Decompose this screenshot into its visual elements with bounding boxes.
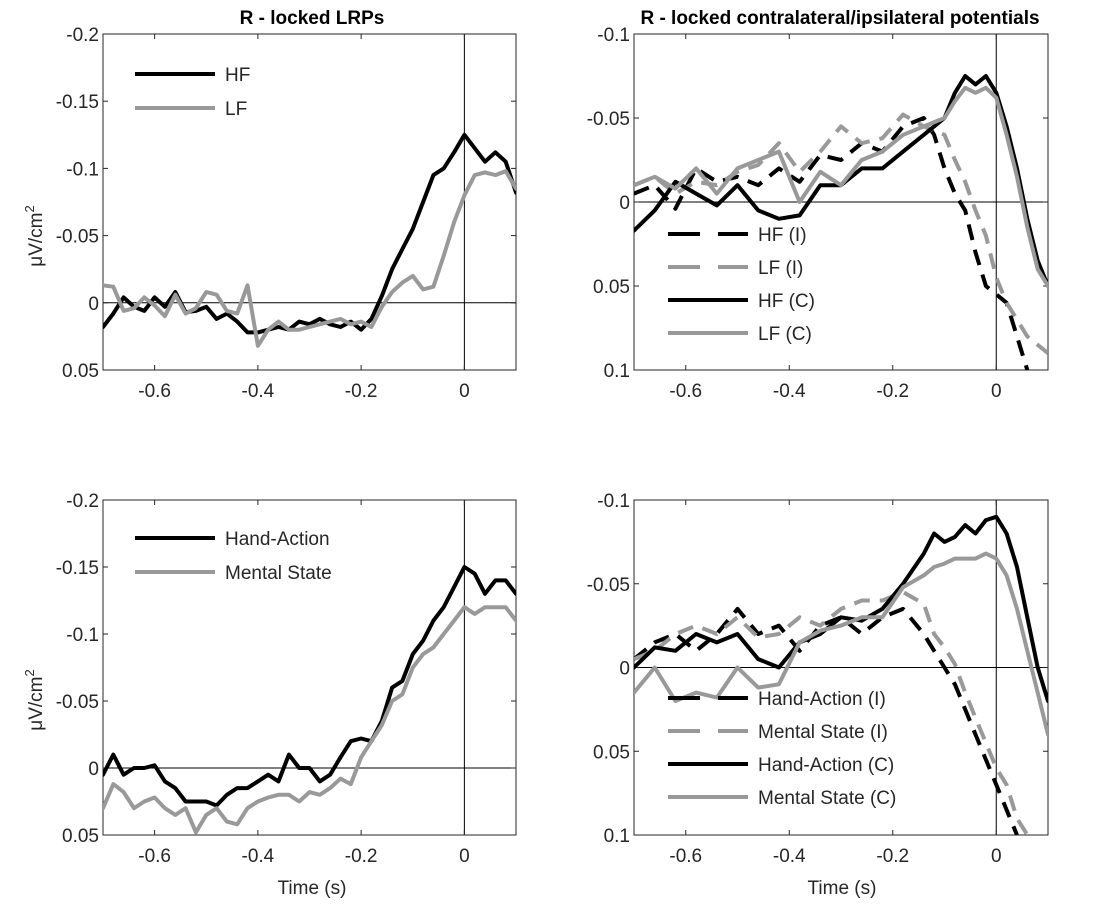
x-tick-label: 0 bbox=[991, 846, 1002, 867]
y-tick-label: 0.1 bbox=[604, 826, 630, 847]
y-tick-label: -0.2 bbox=[66, 491, 99, 512]
legend-label: Hand-Action (C) bbox=[758, 755, 894, 776]
legend-label: LF bbox=[225, 99, 247, 120]
x-tick-label: -0.2 bbox=[876, 846, 909, 867]
y-tick-label: -0.1 bbox=[597, 491, 630, 512]
y-tick-label: 0.05 bbox=[62, 826, 99, 847]
svg-text:μV/cm2: μV/cm2 bbox=[22, 669, 47, 730]
series-line bbox=[634, 590, 1030, 835]
legend-label: Hand-Action (I) bbox=[758, 689, 886, 710]
x-tick-label: 0 bbox=[459, 381, 470, 402]
legend: HF (I) LF (I) HF (C) LF (C) bbox=[668, 225, 815, 345]
series-line bbox=[103, 605, 516, 835]
y-tick-label: -0.1 bbox=[66, 159, 99, 180]
svg-text:μV/cm2: μV/cm2 bbox=[22, 205, 47, 266]
y-axis-label-sup: 2 bbox=[22, 669, 37, 676]
plot-area: -0.6 -0.4 -0.2 0 -0.1 -0.05 0 0.05 0.1 Hand-Actio… bbox=[587, 491, 1049, 867]
y-tick-label: 0 bbox=[619, 193, 630, 214]
legend: HF LF bbox=[135, 65, 250, 120]
y-axis-label-text: μV/cm bbox=[26, 677, 47, 731]
y-tick-label: 0.1 bbox=[604, 361, 630, 382]
x-tick-label: -0.6 bbox=[669, 846, 702, 867]
legend-label: HF bbox=[225, 65, 250, 86]
legend: Hand-Action (I) Mental State (I) Hand-Acti… bbox=[668, 689, 896, 809]
y-tick-label: 0 bbox=[88, 294, 99, 315]
plot-area: -0.6 -0.4 -0.2 0 -0.2 -0.15 -0.1 -0.05 0 0.05 Hand… bbox=[56, 491, 517, 867]
x-tick-label: -0.4 bbox=[242, 381, 275, 402]
y-tick-label: -0.05 bbox=[56, 692, 99, 713]
x-tick-label: -0.6 bbox=[138, 846, 171, 867]
y-tick-label: -0.05 bbox=[56, 227, 99, 248]
x-tick-label: -0.2 bbox=[876, 381, 909, 402]
series-line bbox=[103, 169, 516, 348]
legend-label: HF (C) bbox=[758, 291, 815, 312]
y-tick-label: 0.05 bbox=[62, 361, 99, 382]
legend-label: Hand-Action bbox=[225, 529, 330, 550]
series-line bbox=[634, 514, 1048, 703]
y-tick-label: -0.05 bbox=[587, 109, 630, 130]
y-tick-label: -0.15 bbox=[56, 92, 99, 113]
x-axis-label: Time (s) bbox=[808, 878, 877, 899]
series-line bbox=[634, 606, 1019, 835]
x-tick-label: -0.2 bbox=[345, 846, 378, 867]
x-tick-label: -0.4 bbox=[773, 381, 806, 402]
legend-label: Mental State (I) bbox=[758, 722, 888, 743]
chart-title: R - locked LRPs bbox=[240, 8, 385, 29]
y-axis-label-sup: 2 bbox=[22, 205, 37, 212]
x-tick-label: -0.4 bbox=[773, 846, 806, 867]
legend-label: Mental State (C) bbox=[758, 788, 896, 809]
x-tick-label: -0.6 bbox=[669, 381, 702, 402]
legend: Hand-Action Mental State bbox=[135, 529, 332, 584]
legend-label: HF (I) bbox=[758, 225, 807, 246]
legend-label: LF (I) bbox=[758, 258, 803, 279]
y-tick-label: -0.2 bbox=[66, 25, 99, 46]
x-axis-label: Time (s) bbox=[278, 878, 347, 899]
panel-cip-top: R - locked contralateral/ipsilateral pot… bbox=[587, 8, 1049, 402]
y-axis-label-text: μV/cm bbox=[26, 213, 47, 267]
series-line bbox=[103, 565, 516, 808]
series-line bbox=[634, 74, 1048, 288]
y-tick-label: 0 bbox=[88, 759, 99, 780]
x-tick-label: -0.2 bbox=[345, 381, 378, 402]
legend-label: Mental State bbox=[225, 563, 332, 584]
chart-title: R - locked contralateral/ipsilateral pot… bbox=[640, 8, 1039, 29]
panel-lrp-top: R - locked LRPs μV/cm2 -0.6 -0.4 -0.2 0 -0.2… bbox=[22, 8, 517, 402]
y-tick-label: -0.15 bbox=[56, 558, 99, 579]
y-tick-label: -0.1 bbox=[597, 25, 630, 46]
series-line bbox=[634, 551, 1048, 737]
axes-box bbox=[102, 499, 517, 836]
axes-box bbox=[102, 33, 517, 371]
series-line bbox=[634, 85, 1048, 288]
x-tick-label: -0.6 bbox=[138, 381, 171, 402]
y-tick-label: -0.1 bbox=[66, 625, 99, 646]
y-tick-label: 0.05 bbox=[593, 277, 630, 298]
panel-cip-bottom: Time (s) -0.6 -0.4 -0.2 0 -0.1 -0.05 0 0.05 0.1 H… bbox=[587, 491, 1049, 899]
y-tick-label: -0.05 bbox=[587, 575, 630, 596]
plot-area: -0.6 -0.4 -0.2 0 -0.2 -0.15 -0.1 -0.05 0 0.05 HF LF bbox=[56, 25, 517, 402]
y-tick-label: 0.05 bbox=[593, 742, 630, 763]
y-axis-label: μV/cm2 bbox=[22, 205, 47, 266]
series-line bbox=[103, 132, 516, 335]
y-tick-label: 0 bbox=[619, 659, 630, 680]
x-tick-label: 0 bbox=[459, 846, 470, 867]
x-tick-label: -0.4 bbox=[242, 846, 275, 867]
y-axis-label: μV/cm2 bbox=[22, 669, 47, 730]
plot-area: -0.6 -0.4 -0.2 0 -0.1 -0.05 0 0.05 0.1 HF (I) LF (… bbox=[587, 25, 1049, 402]
x-tick-label: 0 bbox=[991, 381, 1002, 402]
legend-label: LF (C) bbox=[758, 324, 812, 345]
panel-lrp-bottom: μV/cm2 Time (s) -0.6 -0.4 -0.2 0-0.2-0.15-0… bbox=[22, 491, 517, 899]
